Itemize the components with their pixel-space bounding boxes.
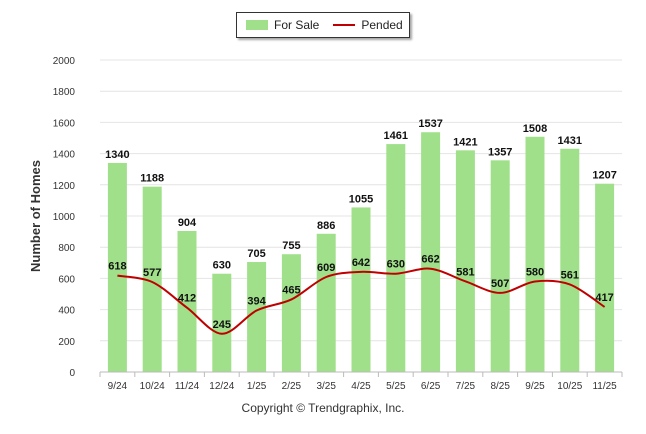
y-tick-label: 1200 [53, 181, 76, 192]
line-value-label: 507 [491, 278, 509, 290]
x-tick-label: 1/25 [247, 381, 267, 392]
legend-label-pended: Pended [361, 18, 403, 32]
bar-value-label: 904 [178, 217, 197, 229]
bar-value-label: 1207 [592, 170, 616, 182]
bar-for-sale [281, 254, 301, 372]
y-tick-label: 800 [58, 243, 75, 254]
bar-for-sale [247, 262, 267, 372]
x-tick-label: 12/24 [209, 381, 234, 392]
line-value-label: 580 [526, 267, 544, 279]
y-tick-label: 1000 [53, 212, 76, 223]
bar-value-label: 705 [247, 248, 265, 260]
line-value-label: 417 [595, 292, 613, 304]
bar-value-label: 1508 [523, 123, 547, 135]
x-tick-label: 8/25 [490, 381, 510, 392]
line-value-label: 465 [282, 284, 300, 296]
bar-for-sale [421, 132, 441, 372]
bar-for-sale [142, 186, 162, 372]
y-tick-label: 2000 [53, 56, 76, 67]
legend: For Sale Pended [236, 12, 410, 38]
x-tick-label: 10/25 [557, 381, 582, 392]
line-value-label: 609 [317, 262, 335, 274]
bar-value-label: 1537 [418, 118, 442, 130]
x-tick-label: 2/25 [282, 381, 302, 392]
copyright-text: Copyright © Trendgraphix, Inc. [241, 401, 405, 415]
bar-for-sale [351, 207, 371, 372]
bar-for-sale [316, 233, 336, 372]
x-tick-label: 4/25 [351, 381, 371, 392]
bar-for-sale [212, 273, 232, 372]
x-tick-label: 11/25 [592, 381, 617, 392]
line-value-label: 662 [421, 254, 439, 266]
bar-for-sale [525, 136, 545, 372]
legend-item-pended: Pended [319, 18, 403, 32]
line-value-label: 618 [108, 261, 126, 273]
y-tick-label: 1800 [53, 87, 76, 98]
line-value-label: 642 [352, 257, 370, 269]
line-value-label: 394 [247, 296, 266, 308]
bar-for-sale [455, 150, 475, 372]
bar-value-label: 1421 [453, 136, 477, 148]
y-tick-label: 1600 [53, 118, 76, 129]
x-tick-label: 11/24 [175, 381, 200, 392]
line-value-label: 630 [387, 259, 405, 271]
bar-for-sale [490, 160, 510, 372]
y-axis-title: Number of Homes [28, 160, 43, 272]
bar-value-label: 1340 [105, 149, 129, 161]
line-value-label: 577 [143, 267, 161, 279]
bar-for-sale [386, 144, 406, 372]
bar-value-label: 1431 [558, 135, 582, 147]
x-tick-label: 3/25 [316, 381, 336, 392]
x-tick-label: 9/24 [108, 381, 128, 392]
y-tick-label: 400 [58, 306, 75, 317]
y-tick-label: 600 [58, 274, 75, 285]
y-tick-label: 1400 [53, 150, 76, 161]
bar-value-label: 1188 [140, 173, 164, 185]
bar-value-label: 886 [317, 220, 335, 232]
line-value-label: 561 [561, 269, 579, 281]
y-tick-label: 200 [58, 337, 75, 348]
x-tick-label: 6/25 [421, 381, 441, 392]
bar-value-label: 1461 [384, 130, 408, 142]
bar-for-sale [107, 162, 127, 372]
line-value-label: 245 [213, 319, 231, 331]
legend-swatch-pended [333, 24, 356, 26]
bar-for-sale [177, 230, 197, 372]
x-tick-label: 10/24 [140, 381, 165, 392]
bar-value-label: 1357 [488, 146, 512, 158]
bar-for-sale [560, 148, 580, 372]
line-value-label: 581 [456, 266, 474, 278]
legend-swatch-for-sale [246, 20, 268, 30]
y-tick-label: 0 [69, 368, 75, 379]
line-pended [117, 267, 606, 335]
bar-value-label: 1055 [349, 193, 373, 205]
bar-value-label: 755 [282, 240, 300, 252]
legend-item-for-sale: For Sale [237, 18, 319, 32]
x-tick-label: 5/25 [386, 381, 406, 392]
line-value-label: 412 [178, 293, 196, 305]
legend-label-for-sale: For Sale [274, 18, 320, 32]
bar-for-sale [595, 183, 615, 372]
x-tick-label: 7/25 [456, 381, 476, 392]
x-tick-label: 9/25 [525, 381, 545, 392]
bar-value-label: 630 [213, 260, 231, 272]
